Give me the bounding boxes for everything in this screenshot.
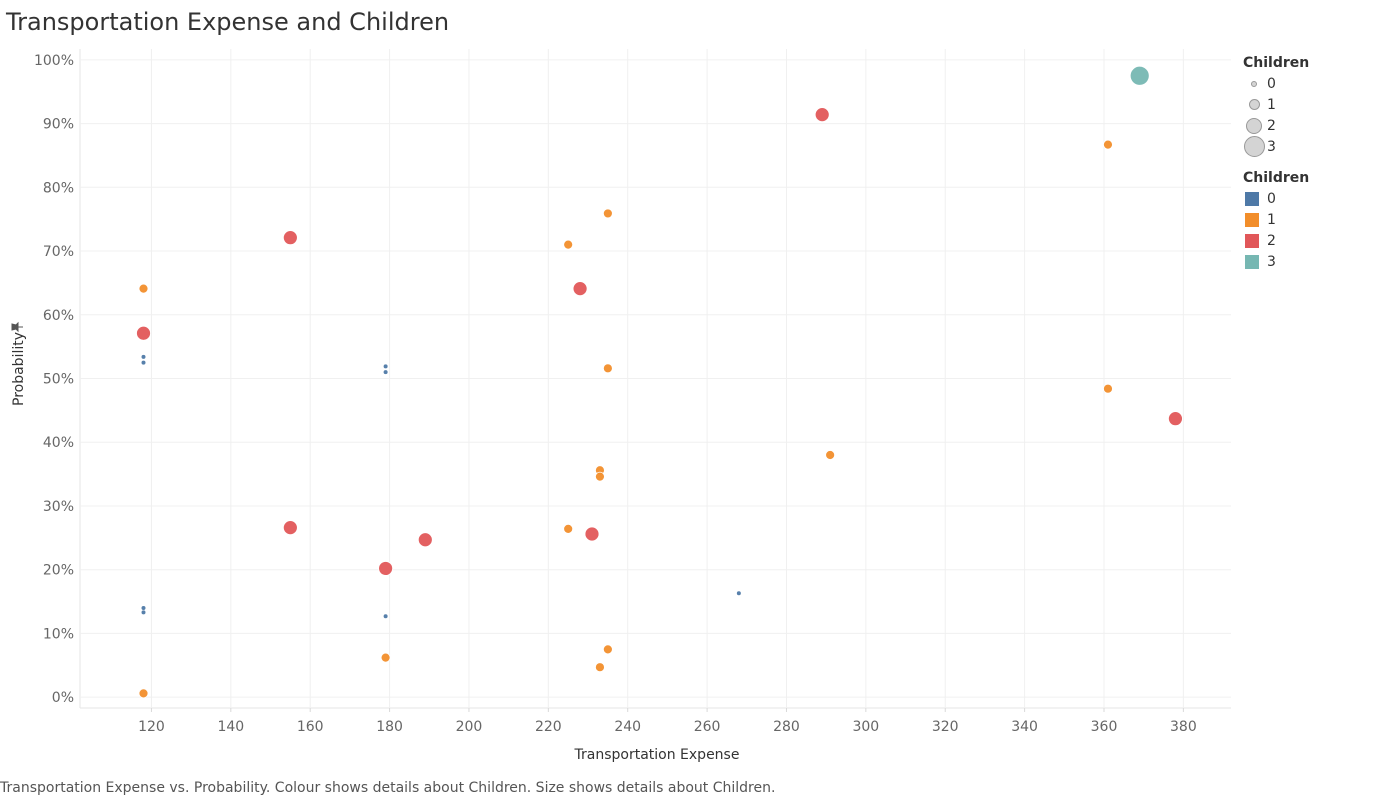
y-tick-label: 40% [43,435,74,451]
data-point-children-1[interactable] [380,652,391,663]
x-tick-label: 220 [535,719,562,735]
y-axis-ticks: 0% 10% 20% 30% 40% 50% 60% 70% 80% 90% 100% [34,53,74,706]
x-tick-label: 340 [1011,719,1038,735]
data-point-children-1[interactable] [138,283,149,294]
y-tick-label: 60% [43,308,74,324]
size-legend-item[interactable]: 3 [1243,136,1309,157]
chart-caption: Transportation Expense vs. Probability. … [0,780,776,796]
data-point-children-2[interactable] [814,107,830,123]
data-point-children-2[interactable] [136,325,151,341]
chart-title: Transportation Expense and Children [6,8,450,36]
color-swatch [1245,212,1259,227]
data-point-children-0[interactable] [736,591,741,596]
data-point-children-0[interactable] [141,354,146,359]
x-tick-label: 360 [1091,719,1118,735]
x-axis-ticks: 120 140 160 180 200 220 240 260 280 300 320 340 360 3… [138,719,1197,735]
x-tick-label: 300 [852,719,879,735]
data-points [136,65,1183,699]
data-point-children-2[interactable] [417,532,433,548]
x-tick-label: 240 [614,719,641,735]
color-legend-title: Children [1243,170,1310,186]
y-tick-label: 100% [34,53,74,69]
y-tick-label: 10% [43,626,74,642]
x-tick-label: 200 [456,719,483,735]
y-tick-label: 30% [43,499,74,515]
data-point-children-2[interactable] [584,526,600,542]
data-point-children-1[interactable] [825,450,836,460]
data-point-children-2[interactable] [572,281,588,297]
color-swatch [1245,254,1259,269]
color-swatch [1245,191,1259,206]
size-legend-title: Children [1243,55,1310,71]
data-point-children-1[interactable] [602,363,613,374]
color-legend[interactable]: Children 0 1 2 3 [1243,170,1309,272]
size-legend: Children 0 1 2 3 [1243,55,1309,157]
data-point-children-1[interactable] [595,471,605,482]
data-point-children-0[interactable] [141,360,146,365]
color-legend-label: 0 [1267,190,1276,207]
size-legend-item[interactable]: 0 [1243,73,1309,94]
size-swatch [1243,94,1265,115]
size-swatch [1243,136,1265,157]
y-tick-label: 20% [43,563,74,579]
size-legend-label: 3 [1267,138,1276,155]
size-legend-item[interactable]: 1 [1243,94,1309,115]
data-point-children-1[interactable] [602,644,613,655]
x-tick-label: 120 [138,719,165,735]
x-tick-label: 160 [297,719,324,735]
x-tick-label: 380 [1170,719,1197,735]
data-point-children-1[interactable] [138,688,149,699]
data-point-children-2[interactable] [1168,411,1183,427]
data-point-children-1[interactable] [563,524,574,534]
data-point-children-0[interactable] [383,614,388,619]
size-legend-label: 2 [1267,117,1276,134]
data-point-children-0[interactable] [383,370,388,375]
data-point-children-2[interactable] [282,230,298,246]
data-point-children-1[interactable] [602,208,613,219]
color-legend-label: 1 [1267,211,1276,228]
color-legend-item[interactable]: 1 [1243,209,1309,230]
size-legend-label: 0 [1267,75,1276,92]
color-legend-item[interactable]: 3 [1243,251,1309,272]
x-tick-label: 180 [376,719,403,735]
y-tick-label: 50% [43,372,74,388]
x-tick-label: 280 [773,719,800,735]
y-tick-label: 80% [43,180,74,196]
color-legend-label: 2 [1267,232,1276,249]
pin-icon[interactable] [11,321,23,333]
x-tick-label: 140 [217,719,244,735]
data-point-children-1[interactable] [1103,139,1113,150]
x-axis-title: Transportation Expense [574,747,740,763]
y-tick-label: 90% [43,117,74,133]
x-tick-label: 260 [694,719,721,735]
data-point-children-0[interactable] [141,610,146,615]
color-legend-item[interactable]: 0 [1243,188,1309,209]
grid-lines [79,49,1231,712]
size-legend-label: 1 [1267,96,1276,113]
size-swatch [1243,73,1265,94]
data-point-children-1[interactable] [563,239,574,250]
data-point-children-0[interactable] [141,605,146,610]
y-tick-label: 0% [52,690,74,706]
data-point-children-1[interactable] [595,662,605,673]
data-point-children-2[interactable] [282,520,298,536]
color-swatch [1245,233,1259,248]
size-legend-item[interactable]: 2 [1243,115,1309,136]
data-point-children-2[interactable] [378,561,394,576]
color-legend-label: 3 [1267,253,1276,270]
color-legend-item[interactable]: 2 [1243,230,1309,251]
data-point-children-3[interactable] [1129,65,1150,86]
x-tick-label: 320 [932,719,959,735]
data-point-children-0[interactable] [383,364,388,369]
y-axis-title: Probability [11,332,27,406]
size-swatch [1243,115,1265,136]
y-tick-label: 70% [43,244,74,260]
data-point-children-1[interactable] [1103,383,1113,394]
